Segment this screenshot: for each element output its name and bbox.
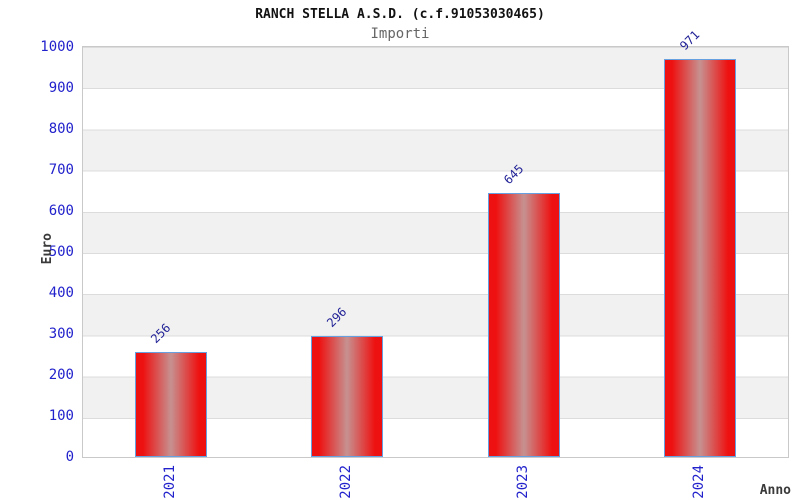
y-tick-label: 100 <box>48 408 74 424</box>
x-tick-label: 2022 <box>338 465 354 499</box>
bar-value-label: 296 <box>324 304 350 330</box>
x-tick-label: 2021 <box>162 465 178 499</box>
x-tick-label: 2023 <box>515 465 531 499</box>
y-tick-label: 700 <box>48 162 74 178</box>
bar-value-label: 256 <box>148 320 174 346</box>
y-tick-label: 0 <box>65 449 74 465</box>
y-tick-label: 200 <box>48 367 74 383</box>
chart-subtitle: Importi <box>370 26 430 42</box>
y-tick-label: 300 <box>48 326 74 342</box>
y-tick-label: 1000 <box>40 39 74 55</box>
y-tick-label: 500 <box>48 244 74 260</box>
y-tick-label: 900 <box>48 80 74 96</box>
bar-2021 <box>135 352 207 457</box>
bar-2023 <box>488 193 560 457</box>
y-tick-label: 600 <box>48 203 74 219</box>
y-tick-label: 400 <box>48 285 74 301</box>
bar-2022 <box>311 336 383 457</box>
x-tick-label: 2024 <box>691 465 707 499</box>
y-axis-label: Euro <box>40 233 55 265</box>
y-tick-label: 800 <box>48 121 74 137</box>
bar-value-label: 645 <box>501 161 527 187</box>
bar-2024 <box>664 59 736 457</box>
chart-title: RANCH STELLA A.S.D. (c.f.91053030465) <box>255 7 545 22</box>
x-axis-label: Anno <box>759 483 791 498</box>
plot-area: 256 296 645 971 <box>82 28 789 458</box>
